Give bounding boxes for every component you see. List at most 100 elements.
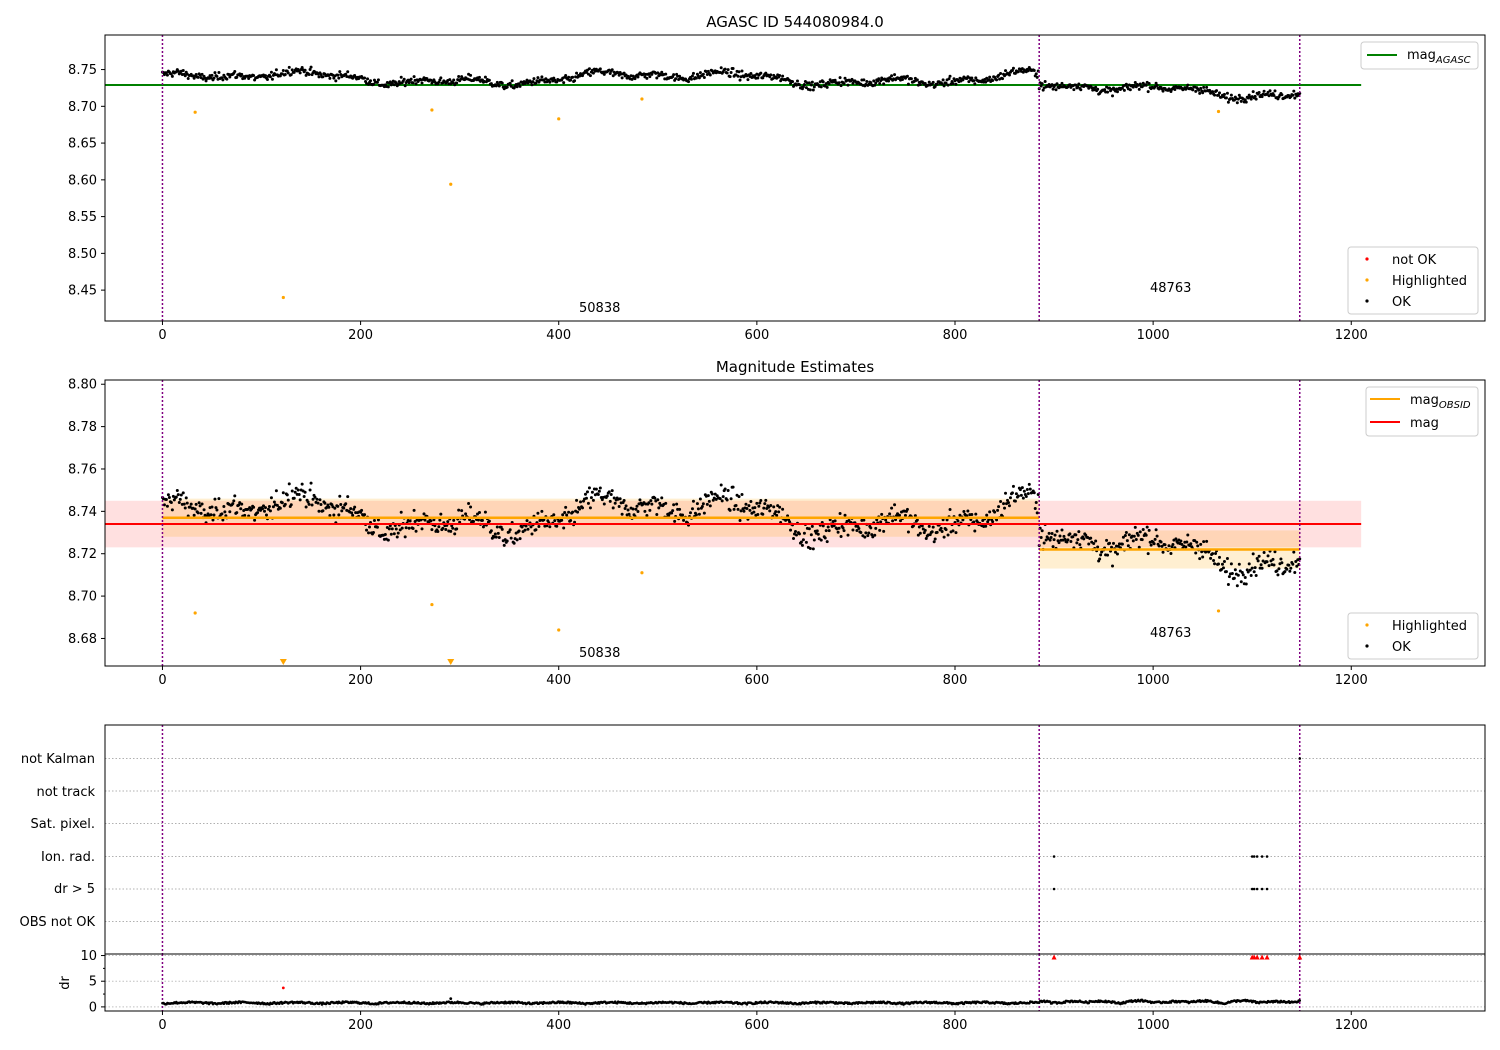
highlighted-point [557, 628, 561, 632]
ok-point [837, 526, 841, 530]
ok-point [995, 518, 999, 522]
ok-point [337, 513, 341, 517]
magnitude-ticks: 0 200 400 600 800 1000 1200 8.68 8.70 8.72 8.74 8.7… [68, 378, 1368, 688]
ok-point [846, 83, 850, 87]
dr-point [1298, 999, 1302, 1002]
ok-point [1259, 563, 1263, 567]
ok-point [178, 497, 182, 501]
magnitude-point-legend: Highlighted OK [1347, 612, 1479, 660]
ok-point [839, 534, 843, 538]
ok-point [1137, 87, 1141, 91]
ok-point [1144, 83, 1148, 87]
ok-point [392, 532, 396, 536]
ok-point [974, 76, 978, 80]
ok-point [1262, 551, 1266, 555]
ok-point [317, 75, 321, 79]
ok-point [344, 502, 348, 506]
ok-point [1291, 562, 1295, 566]
highlighted-point [193, 110, 197, 114]
ok-point [316, 501, 320, 505]
ok-point [1222, 92, 1226, 96]
ok-point [740, 492, 744, 496]
ok-point [863, 535, 867, 539]
ok-point [1213, 93, 1217, 97]
ok-point [1110, 545, 1114, 549]
legend-highlighted-marker [1365, 278, 1369, 282]
ok-point [422, 512, 426, 516]
flag-label-not-track: not track [36, 785, 95, 800]
ok-point [240, 502, 244, 506]
ok-point [650, 502, 654, 506]
legend-ok: OK [1392, 295, 1411, 310]
ok-point [605, 494, 609, 498]
ok-point [607, 490, 611, 494]
ok-point [756, 513, 760, 517]
ok-point [328, 514, 332, 518]
ok-point [1169, 552, 1173, 556]
ok-point [855, 528, 859, 532]
ok-point [483, 75, 487, 79]
ok-point [608, 499, 612, 503]
ok-point [696, 507, 700, 511]
ok-point [274, 489, 278, 493]
ok-point [464, 512, 468, 516]
ok-point [747, 504, 751, 508]
ok-point [941, 78, 945, 82]
ok-point [797, 532, 801, 536]
ok-point [256, 511, 260, 515]
ok-point [586, 501, 590, 505]
ok-point [656, 498, 660, 502]
ok-point [726, 68, 730, 72]
ok-point [736, 507, 740, 511]
y-tick-label: 8.68 [68, 632, 97, 647]
ok-point [878, 528, 882, 532]
ok-point [966, 509, 970, 513]
highlighted-point [640, 97, 644, 101]
ok-point [1199, 86, 1203, 90]
ok-point [1291, 93, 1295, 97]
ok-point [940, 529, 944, 533]
ok-point [1016, 494, 1020, 498]
ok-point [1074, 83, 1078, 87]
ok-point [839, 84, 843, 88]
ok-point [1092, 541, 1096, 545]
ok-point [690, 74, 694, 78]
ok-point [266, 507, 270, 511]
y-tick-label: 8.65 [68, 137, 97, 152]
ok-point [1120, 542, 1124, 546]
ok-point [346, 70, 350, 74]
ok-point [571, 510, 575, 514]
ok-point [873, 83, 877, 87]
ok-point [239, 507, 243, 511]
ok-point [1074, 533, 1078, 537]
ok-point [620, 76, 624, 80]
ok-point [1169, 90, 1173, 94]
ok-point [752, 510, 756, 514]
ok-point [469, 73, 473, 77]
ok-point [176, 69, 180, 73]
ok-point [1113, 550, 1117, 554]
ok-point [1240, 571, 1244, 575]
ok-point [283, 73, 287, 77]
ok-point [810, 524, 814, 528]
ok-point [581, 506, 585, 510]
ok-point [555, 80, 559, 84]
ok-point [307, 502, 311, 506]
ok-point [988, 510, 992, 514]
ok-point [407, 81, 411, 85]
ok-point [825, 85, 829, 89]
ok-point [452, 78, 456, 82]
ok-point [1108, 541, 1112, 545]
ok-point [923, 528, 927, 532]
ok-point [1253, 566, 1257, 570]
ok-point [375, 80, 379, 84]
flag-point [1265, 855, 1269, 858]
ok-point [336, 73, 340, 77]
ok-point [1103, 88, 1107, 92]
ok-point [166, 493, 170, 497]
ok-point [974, 512, 978, 516]
ok-point [1057, 541, 1061, 545]
ok-point [1071, 535, 1075, 539]
ok-point [903, 513, 907, 517]
ok-point [675, 502, 679, 506]
